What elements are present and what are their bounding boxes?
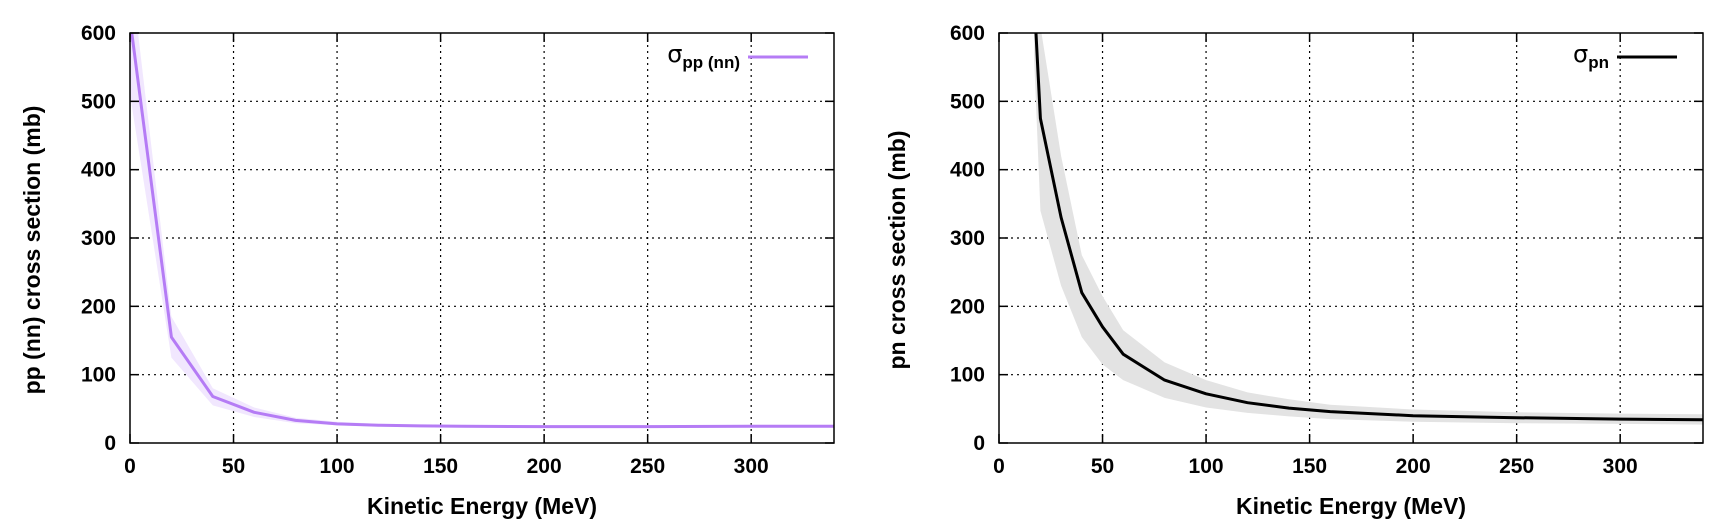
- chart-left-pp: 0 50 100 150 200 250 300 0 100 200 300 400 500 600 Ki…: [19, 22, 835, 519]
- y-tick-label: 0: [973, 432, 985, 455]
- chart-right-x-axis-label: Kinetic Energy (MeV): [1236, 493, 1466, 519]
- chart-left-grid: [130, 33, 834, 443]
- x-tick-label: 50: [222, 455, 245, 478]
- y-tick-label: 500: [950, 90, 985, 113]
- svg-text:σpp (nn): σpp (nn): [667, 40, 740, 72]
- x-tick-label: 100: [1189, 455, 1224, 478]
- x-tick-label: 100: [320, 455, 355, 478]
- x-tick-label: 0: [124, 455, 136, 478]
- chart-right-legend: σpn: [1573, 40, 1677, 72]
- y-tick-label: 600: [81, 22, 116, 45]
- x-tick-label: 150: [1292, 455, 1327, 478]
- y-tick-label: 300: [950, 227, 985, 250]
- x-tick-label: 50: [1091, 455, 1114, 478]
- chart-right-legend-symbol: σ: [1573, 40, 1588, 68]
- chart-left-series-line: [130, 33, 834, 429]
- chart-right-legend-subscript: pn: [1588, 53, 1609, 72]
- chart-right-frame: [998, 32, 1704, 444]
- chart-left-x-axis-label: Kinetic Energy (MeV): [367, 493, 597, 519]
- chart-right-y-axis-label: pn cross section (mb): [884, 131, 910, 370]
- x-tick-label: 200: [527, 455, 562, 478]
- y-tick-label: 400: [950, 159, 985, 182]
- y-tick-label: 300: [81, 227, 116, 250]
- chart-right-ticks: 0 50 100 150 200 250 300 0 100 200 300 400 500 600: [950, 22, 1703, 478]
- chart-left-uncertainty-band: [130, 33, 834, 428]
- x-tick-label: 300: [1603, 455, 1638, 478]
- chart-right-pn: 0 50 100 150 200 250 300 0 100 200 300 400 500 600 Ki…: [884, 22, 1704, 519]
- chart-left-legend-symbol: σ: [667, 40, 682, 68]
- y-tick-label: 600: [950, 22, 985, 45]
- y-tick-label: 0: [104, 432, 116, 455]
- chart-left-y-axis-label: pp (nn) cross section (mb): [19, 106, 45, 395]
- x-tick-label: 200: [1396, 455, 1431, 478]
- chart-left-legend-subscript: pp (nn): [682, 53, 740, 72]
- x-tick-label: 250: [630, 455, 665, 478]
- x-tick-label: 0: [993, 455, 1005, 478]
- y-tick-label: 100: [950, 364, 985, 387]
- y-tick-label: 400: [81, 159, 116, 182]
- y-tick-label: 200: [81, 295, 116, 318]
- chart-left-frame: [129, 32, 835, 444]
- x-tick-label: 300: [734, 455, 769, 478]
- y-tick-label: 500: [81, 90, 116, 113]
- chart-left-ticks: 0 50 100 150 200 250 300 0 100 200 300 400 500 600: [81, 22, 834, 478]
- y-tick-label: 100: [81, 364, 116, 387]
- x-tick-label: 150: [423, 455, 458, 478]
- chart-right-grid: [999, 33, 1703, 443]
- chart-left-legend: σpp (nn): [667, 40, 808, 72]
- chart-right-series-line: [1034, 33, 1703, 422]
- svg-text:σpn: σpn: [1573, 40, 1609, 72]
- y-tick-label: 200: [950, 295, 985, 318]
- x-tick-label: 250: [1499, 455, 1534, 478]
